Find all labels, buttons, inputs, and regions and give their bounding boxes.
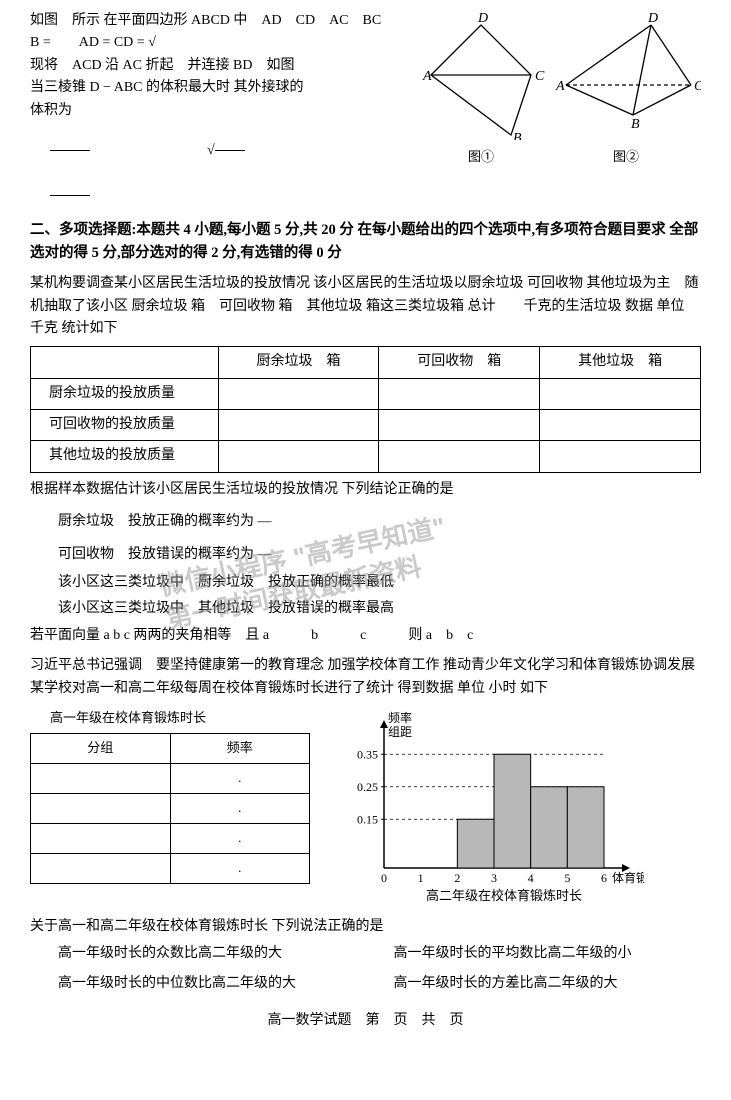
q11-optC: 高一年级时长的中位数比高二年级的大 xyxy=(30,973,366,995)
q8-options-row1: √ xyxy=(30,140,411,162)
fig1-wrap: A D C B 图① xyxy=(411,10,551,168)
fig1-D: D xyxy=(477,11,488,26)
section2-head: 二、多项选择题:本题共 4 小题,每小题 5 分,共 20 分 在每小题给出的四… xyxy=(30,219,701,265)
svg-text:0: 0 xyxy=(381,871,387,885)
svg-text:2: 2 xyxy=(454,871,460,885)
q8-options-row2 xyxy=(30,184,411,206)
table-row: 分组 频率 xyxy=(31,733,310,763)
q11-block: 习近平总书记强调 要坚持健康第一的教育理念 加强学校体育工作 推动青少年文化学习… xyxy=(30,655,701,999)
fig2-A: A xyxy=(555,79,565,94)
svg-text:0.35: 0.35 xyxy=(357,747,378,761)
table-row: 可回收物的投放质量 xyxy=(31,410,701,441)
q9-optB: 可回收物 投放错误的概率约为 — xyxy=(30,544,701,566)
q11-optA: 高一年级时长的众数比高二年级的大 xyxy=(30,943,366,965)
q8-sqrt: √ xyxy=(207,143,215,158)
svg-text:5: 5 xyxy=(564,871,570,885)
q8-figures: A D C B 图① A D C B xyxy=(411,10,701,207)
svg-text:体育锻炼时长: 体育锻炼时长 xyxy=(612,870,644,885)
q9-optD: 该小区这三类垃圾中 其他垃圾 投放错误的概率最高 xyxy=(30,598,701,620)
fig1-svg: A D C B xyxy=(411,10,551,140)
q10-text: 若平面向量 a b c 两两的夹角相等 且 a b c 则 a b c xyxy=(30,625,701,647)
q11-chart: 频率组距 0.15 0.25 0.35 0 1 2 3 4 5 6 体育锻炼时长高二年级在校体育锻炼时… xyxy=(334,708,644,916)
fig1-A: A xyxy=(422,69,432,84)
table-row: . xyxy=(31,823,310,853)
q11-opts-row2: 高一年级时长的中位数比高二年级的大 高一年级时长的方差比高二年级的大 xyxy=(30,969,701,999)
q11-left: 高一年级在校体育锻炼时长 分组 频率 . . . . xyxy=(30,708,310,884)
fig2-C: C xyxy=(694,79,701,94)
q11-p1: 习近平总书记强调 要坚持健康第一的教育理念 加强学校体育工作 推动青少年文化学习… xyxy=(30,655,701,700)
fig2-B: B xyxy=(631,117,640,132)
histogram-svg: 频率组距 0.15 0.25 0.35 0 1 2 3 4 5 6 体育锻炼时长高二年级在校体育锻炼时… xyxy=(334,708,644,908)
q11-table: 分组 频率 . . . . xyxy=(30,733,310,884)
svg-text:高二年级在校体育锻炼时长: 高二年级在校体育锻炼时长 xyxy=(426,888,582,903)
q9-h0 xyxy=(31,347,219,378)
q9-h3: 其他垃圾 箱 xyxy=(540,347,701,378)
table-row: . xyxy=(31,763,310,793)
q11-row: 高一年级在校体育锻炼时长 分组 频率 . . . . 频率组距0.150.250… xyxy=(30,708,701,916)
svg-text:0.15: 0.15 xyxy=(357,812,378,826)
q9-h2: 可回收物 箱 xyxy=(379,347,540,378)
q9-h1: 厨余垃圾 箱 xyxy=(218,347,379,378)
table-row: . xyxy=(31,793,310,823)
q9-optC: 该小区这三类垃圾中 厨余垃圾 投放正确的概率最低 xyxy=(30,572,701,594)
q8-line4: 体积为 xyxy=(30,100,411,122)
q11-after: 关于高一和高二年级在校体育锻炼时长 下列说法正确的是 xyxy=(30,916,701,938)
svg-text:0.25: 0.25 xyxy=(357,780,378,794)
svg-text:组距: 组距 xyxy=(388,725,412,739)
svg-text:1: 1 xyxy=(418,871,424,885)
q11-optD: 高一年级时长的方差比高二年级的大 xyxy=(366,973,702,995)
table-row: 厨余垃圾的投放质量 xyxy=(31,378,701,409)
svg-text:4: 4 xyxy=(528,871,534,885)
t1-h1: 频率 xyxy=(170,733,310,763)
fig2-svg: A D C B xyxy=(551,10,701,140)
fig2-D: D xyxy=(647,11,658,26)
table-row: . xyxy=(31,853,310,883)
q9-after: 根据样本数据估计该小区居民生活垃圾的投放情况 下列结论正确的是 xyxy=(30,479,701,501)
q9-text: 某机构要调查某小区居民生活垃圾的投放情况 该小区居民的生活垃圾以厨余垃圾 可回收… xyxy=(30,273,701,340)
svg-text:频率: 频率 xyxy=(388,710,412,725)
q9-optA: 厨余垃圾 投放正确的概率约为 — xyxy=(30,511,701,533)
q9-table: 厨余垃圾 箱 可回收物 箱 其他垃圾 箱 厨余垃圾的投放质量 可回收物的投放质量… xyxy=(30,346,701,473)
q11-t1-title: 高一年级在校体育锻炼时长 xyxy=(30,708,310,729)
fig2-label: 图② xyxy=(551,147,701,168)
q8-line2: 现将 ACD 沿 AC 折起 并连接 BD 如图 xyxy=(30,55,411,77)
fig1-B: B xyxy=(513,131,522,140)
q8-line1: 如图 所示 在平面四边形 ABCD 中 AD CD AC BC B = AD =… xyxy=(30,10,411,55)
page-footer: 高一数学试题 第 页 共 页 xyxy=(30,1010,701,1032)
q8-text: 如图 所示 在平面四边形 ABCD 中 AD CD AC BC B = AD =… xyxy=(30,10,411,207)
q8-block: 如图 所示 在平面四边形 ABCD 中 AD CD AC BC B = AD =… xyxy=(30,10,701,207)
fig1-label: 图① xyxy=(411,147,551,168)
q8-line3: 当三棱锥 D − ABC 的体积最大时 其外接球的 xyxy=(30,77,411,99)
q11-optB: 高一年级时长的平均数比高二年级的小 xyxy=(366,943,702,965)
q11-opts-row1: 高一年级时长的众数比高二年级的大 高一年级时长的平均数比高二年级的小 xyxy=(30,939,701,969)
table-row: 厨余垃圾 箱 可回收物 箱 其他垃圾 箱 xyxy=(31,347,701,378)
svg-text:6: 6 xyxy=(601,871,607,885)
table-row: 其他垃圾的投放质量 xyxy=(31,441,701,472)
t1-h0: 分组 xyxy=(31,733,171,763)
fig1-C: C xyxy=(535,69,545,84)
svg-text:3: 3 xyxy=(491,871,497,885)
fig2-wrap: A D C B 图② xyxy=(551,10,701,168)
